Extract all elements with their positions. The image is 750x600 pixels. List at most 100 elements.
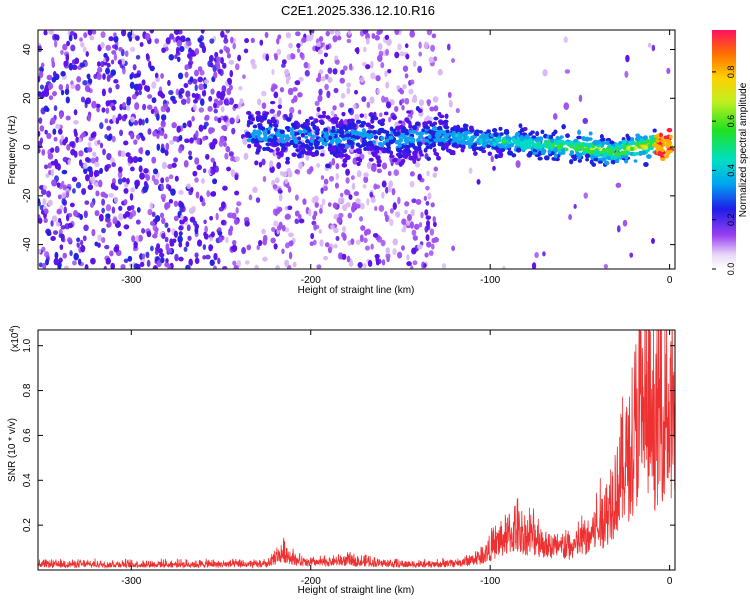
spectrogram-ridge-cell (573, 138, 579, 143)
spectrogram-cell (381, 180, 387, 188)
spectrogram-cell (410, 221, 414, 229)
spectrogram-cell (315, 77, 321, 83)
spectrogram-cell (54, 145, 60, 153)
spectrogram-cell (208, 127, 213, 135)
spectrogram-cell (272, 84, 278, 90)
spectrogram-cell (60, 70, 66, 77)
spectrogram-cell (376, 88, 380, 95)
spectrogram-cell (117, 177, 123, 185)
spectrogram-ridge-cell (394, 140, 400, 145)
spectrogram-cell (381, 191, 385, 199)
spectrogram-ridge-cell (316, 106, 321, 112)
spectrogram-ridge-cell (577, 159, 582, 163)
spectrogram-cell (54, 40, 58, 48)
spectrogram-cell (50, 160, 56, 166)
spectrogram-cell (230, 169, 236, 177)
spectrogram-cell (296, 43, 301, 49)
spectrogram-cell (92, 151, 97, 157)
spectrogram-cell (242, 74, 246, 79)
spectrogram-cell (225, 47, 230, 54)
spectrogram-cell (113, 79, 119, 84)
spectrogram-cell (364, 245, 370, 251)
spectrogram-cell (138, 118, 143, 126)
spectrogram-cell (415, 199, 422, 205)
spectrogram-cell (324, 242, 330, 248)
spectrogram-ridge-cell (462, 123, 467, 129)
spectrogram-cell (142, 103, 147, 111)
spectrogram-cell (139, 42, 144, 47)
spectrogram-ridge-cell (646, 154, 652, 159)
spectrogram-cell (292, 87, 298, 92)
spectrogram-cell (320, 187, 324, 194)
spectrogram-cell (666, 67, 671, 74)
spectrogram-cell (429, 228, 435, 236)
spectrogram-cell (189, 137, 194, 144)
spectrogram-cell (219, 49, 224, 54)
spectrogram-ridge-cell (378, 147, 384, 151)
spectrogram-cell (348, 261, 354, 267)
spectrogram-cell (421, 137, 427, 145)
spectrogram-ridge-cell (526, 152, 532, 158)
spectrogram-cell (359, 202, 365, 210)
spectrogram-cell (68, 222, 73, 229)
spectrogram-cell (48, 82, 54, 90)
spectrogram-ridge-cell (256, 116, 261, 122)
spectrogram-cell (221, 125, 227, 130)
spectrogram-cell (165, 258, 169, 264)
spectrogram-ridge-cell (380, 136, 385, 141)
spectrogram-cell (72, 188, 76, 194)
spectrogram-cell (430, 44, 436, 52)
spectrogram-ridge-cell (314, 149, 319, 155)
spectrogram-cell (185, 241, 190, 248)
spectrogram-cell (102, 148, 106, 156)
spectrogram-ridge-cell (359, 113, 364, 118)
spectrogram-cell (313, 223, 317, 231)
spectrogram-cell (340, 92, 346, 99)
spectrogram-ridge-cell (270, 116, 276, 121)
spectrogram-cell (417, 65, 423, 74)
spectrogram-cell (153, 178, 159, 186)
spectrogram-cell (194, 69, 199, 77)
spectrogram-cell (345, 177, 350, 184)
spectrogram-cell (386, 256, 390, 263)
spectrogram-cell (288, 232, 294, 238)
spectrogram-cell (432, 96, 439, 103)
spectrogram-cell (178, 200, 183, 208)
spectrogram-cell (232, 260, 237, 266)
spectrogram-cell (241, 247, 246, 255)
spectrogram-cell (327, 202, 332, 207)
spectrogram-cell (198, 124, 204, 132)
spectrogram-cell (87, 78, 93, 84)
spectrogram-ridge-cell (456, 140, 461, 145)
spectrogram-cell (220, 30, 225, 38)
spectrogram-ridge-cell (276, 132, 281, 137)
spectrogram-ridge-cell (551, 131, 556, 137)
spectrogram-cell (75, 181, 82, 189)
spectrogram-cell (194, 177, 199, 183)
spectrogram-cell (402, 224, 407, 231)
spectrogram-cell (80, 244, 86, 253)
spectrogram-cell (121, 150, 126, 158)
spectrogram-ridge-cell (297, 136, 302, 141)
spectrogram-cell (111, 135, 116, 143)
spectrogram-cell (476, 179, 481, 185)
spectrogram-cell (176, 125, 181, 133)
spectrogram-cell (441, 263, 447, 269)
spectrogram-cell (160, 256, 165, 264)
spectrogram-cell (78, 159, 83, 167)
spectrogram-cell (406, 254, 410, 261)
spectrogram-cell (333, 87, 339, 94)
spectrogram-cell (194, 48, 200, 55)
spectrogram-cell (432, 216, 436, 223)
spectrogram-cell (180, 35, 186, 42)
spectrogram-ridge-cell (643, 162, 649, 167)
spectrogram-cell (220, 57, 224, 65)
spectrogram-cell (127, 255, 133, 262)
spectrogram-cell (319, 208, 323, 214)
spectrogram-cell (106, 135, 112, 141)
spectrogram-cell (344, 189, 350, 196)
spectrogram-cell (167, 79, 171, 87)
spectrogram-cell (141, 227, 146, 234)
spectrogram-cell (338, 197, 342, 205)
spectrogram-cell (96, 106, 100, 113)
